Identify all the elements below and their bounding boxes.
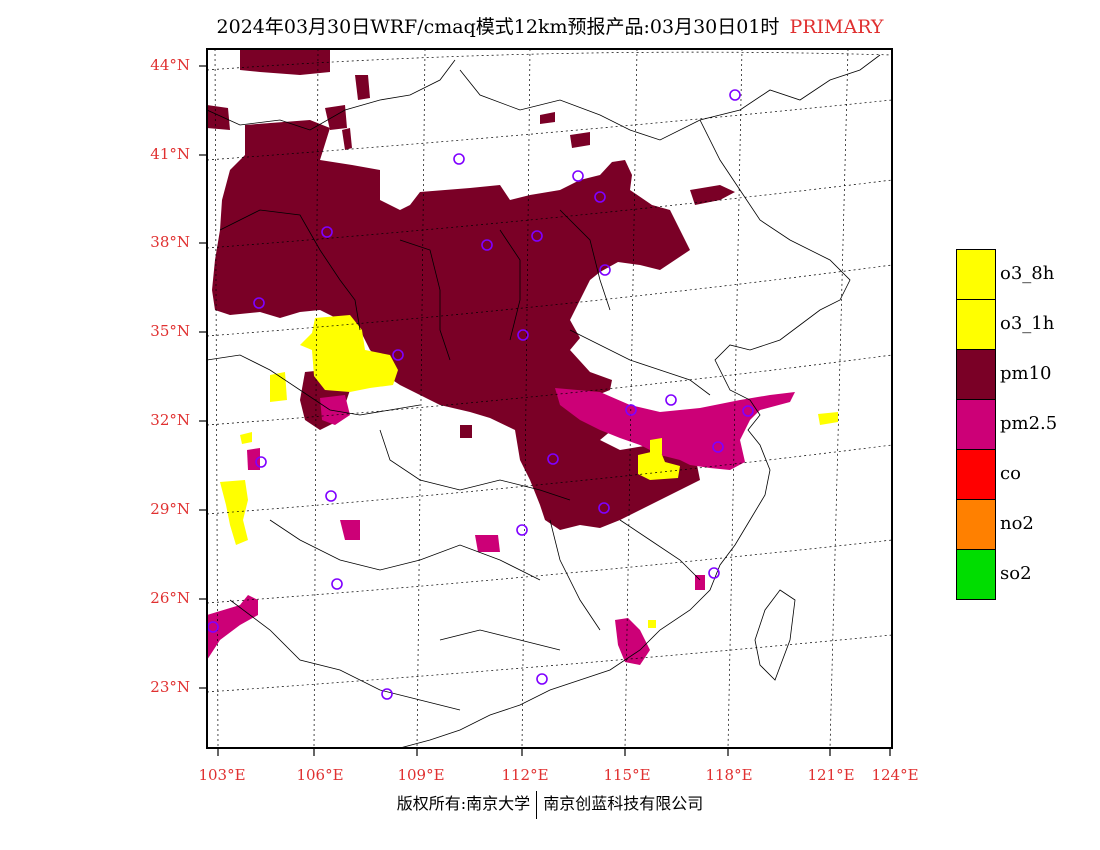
boundary-lines bbox=[207, 54, 881, 748]
legend-label: o3_1h bbox=[1000, 313, 1055, 334]
legend-swatch bbox=[956, 499, 996, 550]
legend-swatch bbox=[956, 399, 996, 450]
lon-label-115: 115°E bbox=[603, 766, 651, 784]
lon-label-121: 121°E bbox=[807, 766, 855, 784]
lat-label-35: 35°N bbox=[150, 322, 190, 340]
legend-swatch bbox=[956, 249, 996, 300]
lat-label-32: 32°N bbox=[150, 411, 190, 429]
copyright-right: 南京创蓝科技有限公司 bbox=[543, 794, 704, 813]
legend-swatch bbox=[956, 349, 996, 400]
title-tag: PRIMARY bbox=[789, 16, 884, 38]
pm25-area bbox=[207, 388, 795, 665]
lon-label-112: 112°E bbox=[501, 766, 549, 784]
title-main: 2024年03月30日WRF/cmaq模式12km预报产品:03月30日01时 bbox=[216, 16, 780, 38]
lat-label-26: 26°N bbox=[150, 589, 190, 607]
lon-label-124: 124°E bbox=[871, 766, 919, 784]
tick-marks bbox=[199, 65, 891, 756]
lat-label-38: 38°N bbox=[150, 233, 190, 251]
legend-swatch bbox=[956, 449, 996, 500]
copyright-divider bbox=[536, 790, 538, 819]
lat-label-23: 23°N bbox=[150, 678, 190, 696]
legend-label: no2 bbox=[1000, 513, 1034, 534]
legend-label: pm2.5 bbox=[1000, 413, 1058, 434]
pm10-area bbox=[207, 50, 735, 530]
legend-label: co bbox=[1000, 463, 1021, 484]
legend-label: pm10 bbox=[1000, 363, 1052, 384]
o3-area bbox=[220, 315, 838, 628]
lat-label-29: 29°N bbox=[150, 500, 190, 518]
copyright-left: 版权所有:南京大学 bbox=[396, 794, 531, 813]
map-frame bbox=[206, 48, 893, 749]
lat-label-44: 44°N bbox=[150, 56, 190, 74]
lon-label-118: 118°E bbox=[705, 766, 753, 784]
graticule bbox=[207, 49, 892, 748]
copyright-footer: 版权所有:南京大学 南京创蓝科技有限公司 bbox=[0, 790, 1100, 819]
lon-label-106: 106°E bbox=[296, 766, 344, 784]
legend-label: so2 bbox=[1000, 563, 1032, 584]
legend-swatch bbox=[956, 549, 996, 600]
lon-label-109: 109°E bbox=[397, 766, 445, 784]
station-markers bbox=[207, 89, 754, 700]
legend-label: o3_8h bbox=[1000, 263, 1055, 284]
lon-label-103: 103°E bbox=[198, 766, 246, 784]
legend-swatch bbox=[956, 299, 996, 350]
lat-label-41: 41°N bbox=[150, 145, 190, 163]
map-title: 2024年03月30日WRF/cmaq模式12km预报产品:03月30日01时 P… bbox=[0, 12, 1100, 39]
